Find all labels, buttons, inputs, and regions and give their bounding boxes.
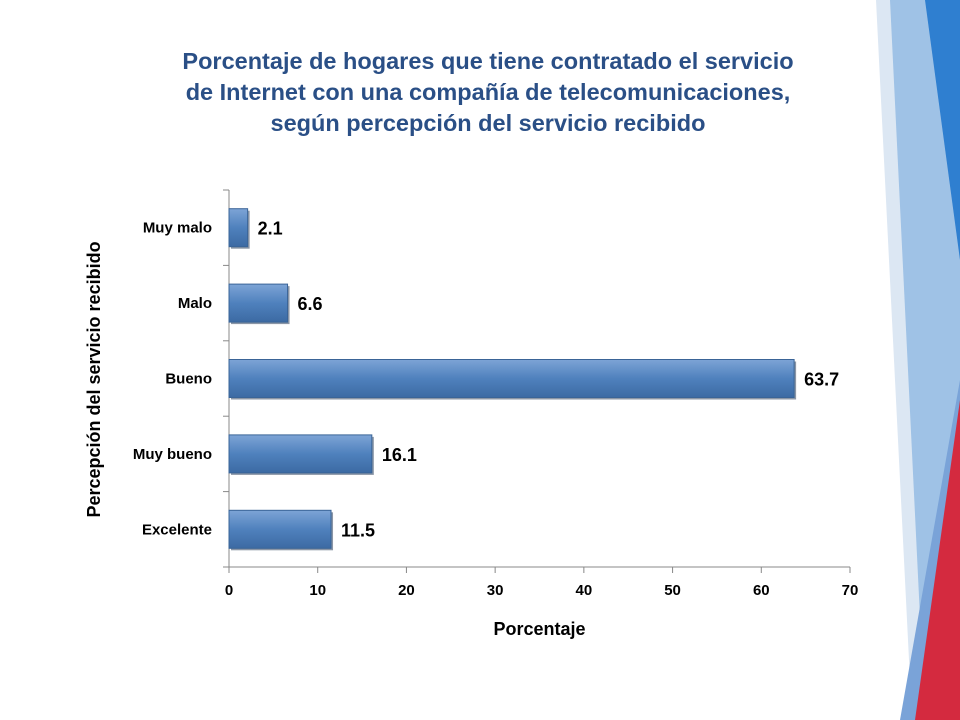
bar	[228, 359, 795, 398]
x-tick-label: 70	[842, 582, 859, 599]
chart-title-line-1: Porcentaje de hogares que tiene contrata…	[182, 48, 794, 74]
data-label: 11.5	[341, 520, 375, 540]
category-label: Excelente	[142, 521, 212, 538]
x-tick-label: 10	[309, 582, 326, 599]
data-label: 16.1	[382, 445, 417, 465]
x-tick-label: 50	[664, 582, 681, 599]
data-label: 2.1	[258, 219, 283, 239]
category-label: Malo	[178, 295, 212, 312]
chart-bars	[228, 208, 797, 551]
bar	[228, 208, 249, 248]
data-label: 63.7	[804, 370, 839, 390]
x-tick-label: 60	[753, 582, 770, 599]
bar	[228, 283, 289, 323]
data-label: 6.6	[298, 294, 323, 314]
x-tick-label: 30	[487, 582, 504, 599]
chart-labels: 0 10 20 30 40 50 60 70 Muy malo 2.1 Malo 6.6 Bueno 63…	[84, 219, 858, 639]
x-tick-label: 40	[576, 582, 593, 599]
x-tick-label: 0	[225, 582, 233, 599]
chart-title-line-2: de Internet con una compañía de telecomu…	[185, 79, 791, 105]
chart-title: Porcentaje de hogares que tiene contrata…	[100, 46, 876, 139]
category-label: Bueno	[165, 371, 212, 388]
category-label: Muy malo	[143, 220, 212, 237]
x-axis-title: Porcentaje	[493, 619, 585, 639]
bar	[228, 434, 373, 474]
x-tick-label: 20	[398, 582, 415, 599]
bar	[228, 509, 332, 549]
category-label: Muy bueno	[133, 446, 212, 463]
chart-title-line-3: según percepción del servicio recibido	[270, 110, 706, 136]
y-axis-title: Percepción del servicio recibido	[84, 241, 104, 517]
